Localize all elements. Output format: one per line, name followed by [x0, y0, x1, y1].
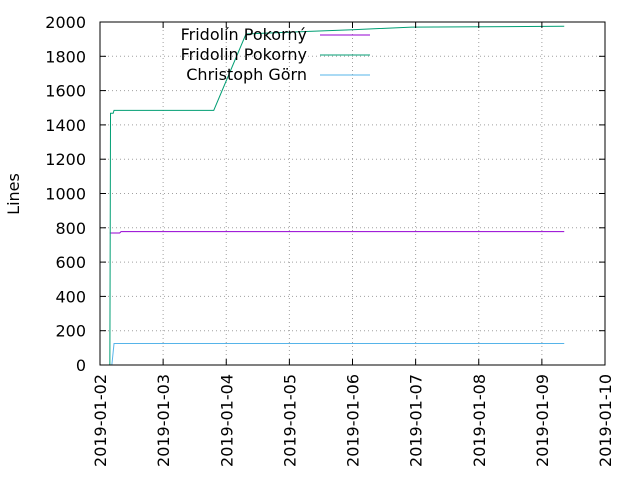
legend-label-series-3: Christoph Görn: [186, 65, 307, 84]
x-tick-label: 2019-01-06: [344, 374, 363, 467]
y-tick-label: 200: [55, 322, 86, 341]
y-tick-label: 600: [55, 253, 86, 272]
y-tick-label: 1200: [45, 150, 86, 169]
series-lines: [109, 25, 565, 366]
x-tick-label: 2019-01-10: [596, 374, 615, 467]
y-tick-label: 0: [76, 356, 86, 375]
y-tick-label: 1400: [45, 116, 86, 135]
series-line-1: [109, 231, 565, 234]
y-tick-label: 800: [55, 219, 86, 238]
x-tick-label: 2019-01-02: [91, 374, 110, 467]
x-tick-label: 2019-01-07: [407, 374, 426, 467]
x-tick-label: 2019-01-09: [533, 374, 552, 467]
y-tick-label: 1800: [45, 47, 86, 66]
y-axis-title: Lines: [4, 173, 23, 215]
y-tick-label: 1000: [45, 185, 86, 204]
legend-label-series-1: Fridolín Pokorný: [181, 25, 307, 44]
series-line-3: [111, 343, 565, 366]
legend: Fridolín Pokorný Fridolin Pokorny Christ…: [181, 25, 370, 84]
x-tick-label: 2019-01-03: [154, 374, 173, 467]
axis-ticks: 0 200 400 600 800 1000 1200 1400 1600 1800 2000 201…: [45, 13, 615, 467]
y-tick-label: 1600: [45, 82, 86, 101]
x-tick-label: 2019-01-05: [280, 374, 299, 467]
y-tick-label: 2000: [45, 13, 86, 32]
x-tick-label: 2019-01-08: [470, 374, 489, 467]
y-tick-label: 400: [55, 287, 86, 306]
x-tick-label: 2019-01-04: [217, 374, 236, 467]
grid-lines: [100, 22, 605, 365]
series-line-2: [109, 25, 565, 366]
legend-label-series-2: Fridolin Pokorny: [181, 45, 307, 64]
